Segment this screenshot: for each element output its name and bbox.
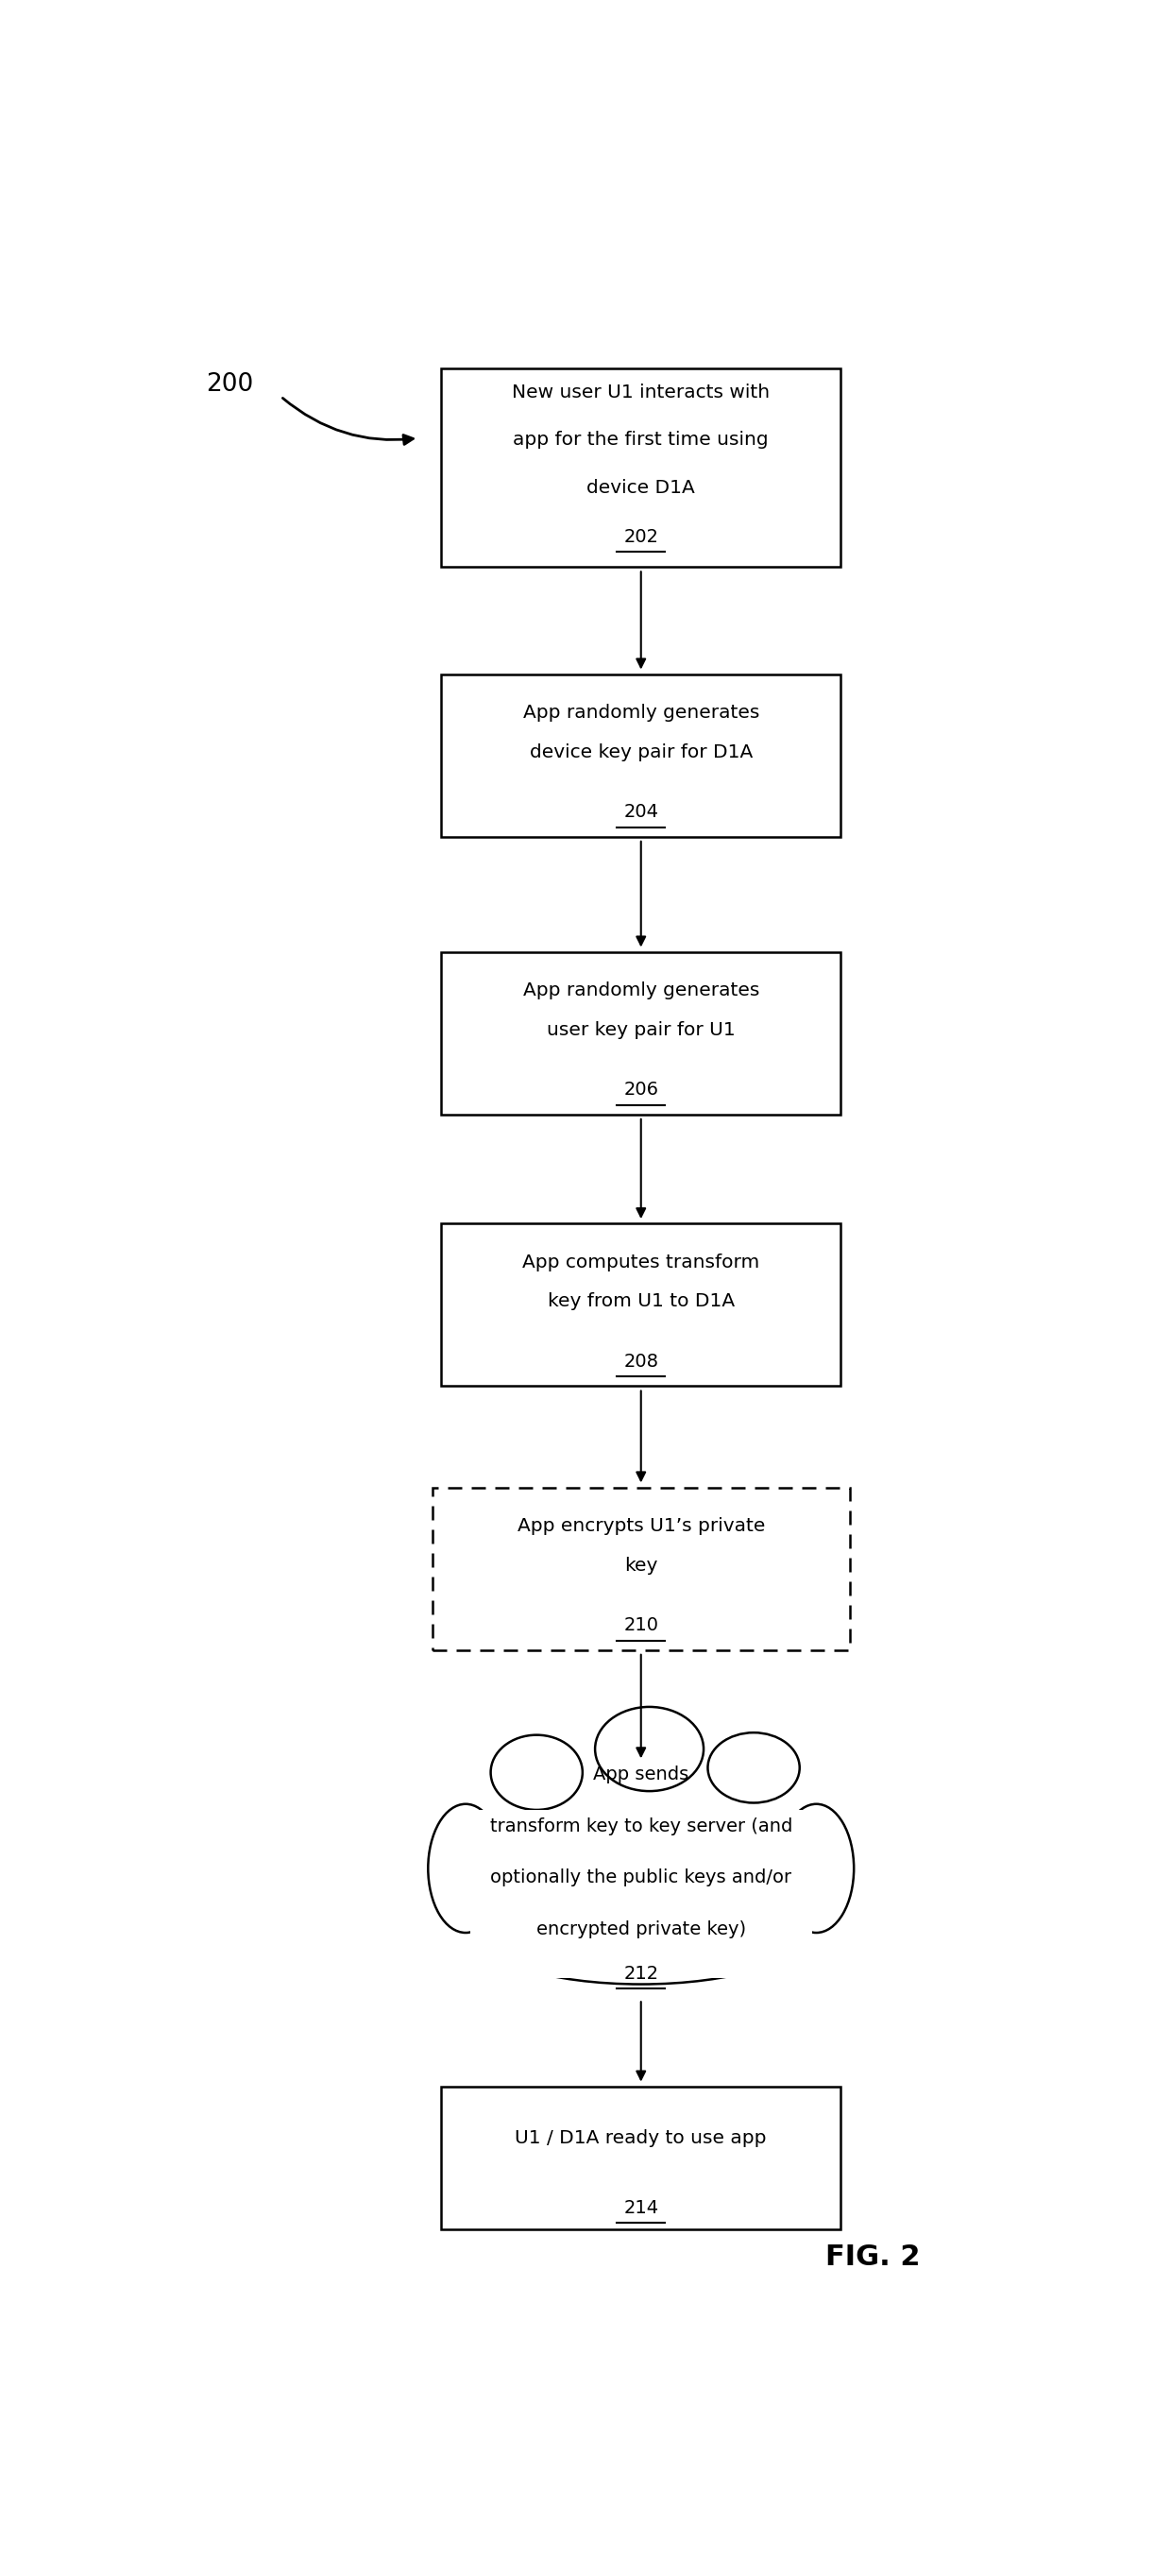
- FancyBboxPatch shape: [441, 1224, 841, 1386]
- Text: App randomly generates: App randomly generates: [522, 703, 759, 721]
- Ellipse shape: [491, 1736, 582, 1811]
- Text: 204: 204: [623, 804, 658, 822]
- Text: App encrypts U1’s private: App encrypts U1’s private: [518, 1517, 765, 1535]
- Text: encrypted private key): encrypted private key): [536, 1919, 746, 1937]
- Text: key from U1 to D1A: key from U1 to D1A: [547, 1293, 734, 1311]
- FancyBboxPatch shape: [432, 1486, 850, 1651]
- Text: App randomly generates: App randomly generates: [522, 981, 759, 999]
- Text: key: key: [624, 1556, 658, 1574]
- Ellipse shape: [595, 1708, 704, 1790]
- Text: App sends: App sends: [594, 1765, 689, 1783]
- Text: device D1A: device D1A: [587, 479, 696, 497]
- Text: App computes transform: App computes transform: [522, 1255, 760, 1273]
- Ellipse shape: [474, 1878, 808, 1984]
- Ellipse shape: [707, 1734, 800, 1803]
- Text: optionally the public keys and/or: optionally the public keys and/or: [491, 1868, 792, 1886]
- FancyBboxPatch shape: [441, 368, 841, 567]
- FancyBboxPatch shape: [441, 2087, 841, 2228]
- Text: 208: 208: [623, 1352, 658, 1370]
- Text: FIG. 2: FIG. 2: [824, 2244, 920, 2269]
- FancyBboxPatch shape: [441, 951, 841, 1115]
- Text: 212: 212: [623, 1965, 658, 1984]
- Text: U1 / D1A ready to use app: U1 / D1A ready to use app: [515, 2128, 767, 2146]
- Text: 206: 206: [623, 1082, 658, 1100]
- Ellipse shape: [429, 1803, 504, 1932]
- Text: app for the first time using: app for the first time using: [513, 430, 768, 448]
- Text: 214: 214: [623, 2200, 658, 2218]
- Text: New user U1 interacts with: New user U1 interacts with: [512, 384, 771, 402]
- Text: transform key to key server (and: transform key to key server (and: [489, 1816, 793, 1834]
- Text: user key pair for U1: user key pair for U1: [547, 1020, 735, 1038]
- Text: 200: 200: [206, 371, 254, 397]
- FancyBboxPatch shape: [441, 675, 841, 837]
- Ellipse shape: [779, 1803, 854, 1932]
- FancyBboxPatch shape: [470, 1811, 813, 1978]
- Text: 210: 210: [623, 1618, 658, 1636]
- Text: device key pair for D1A: device key pair for D1A: [529, 744, 753, 760]
- Text: 202: 202: [623, 528, 658, 546]
